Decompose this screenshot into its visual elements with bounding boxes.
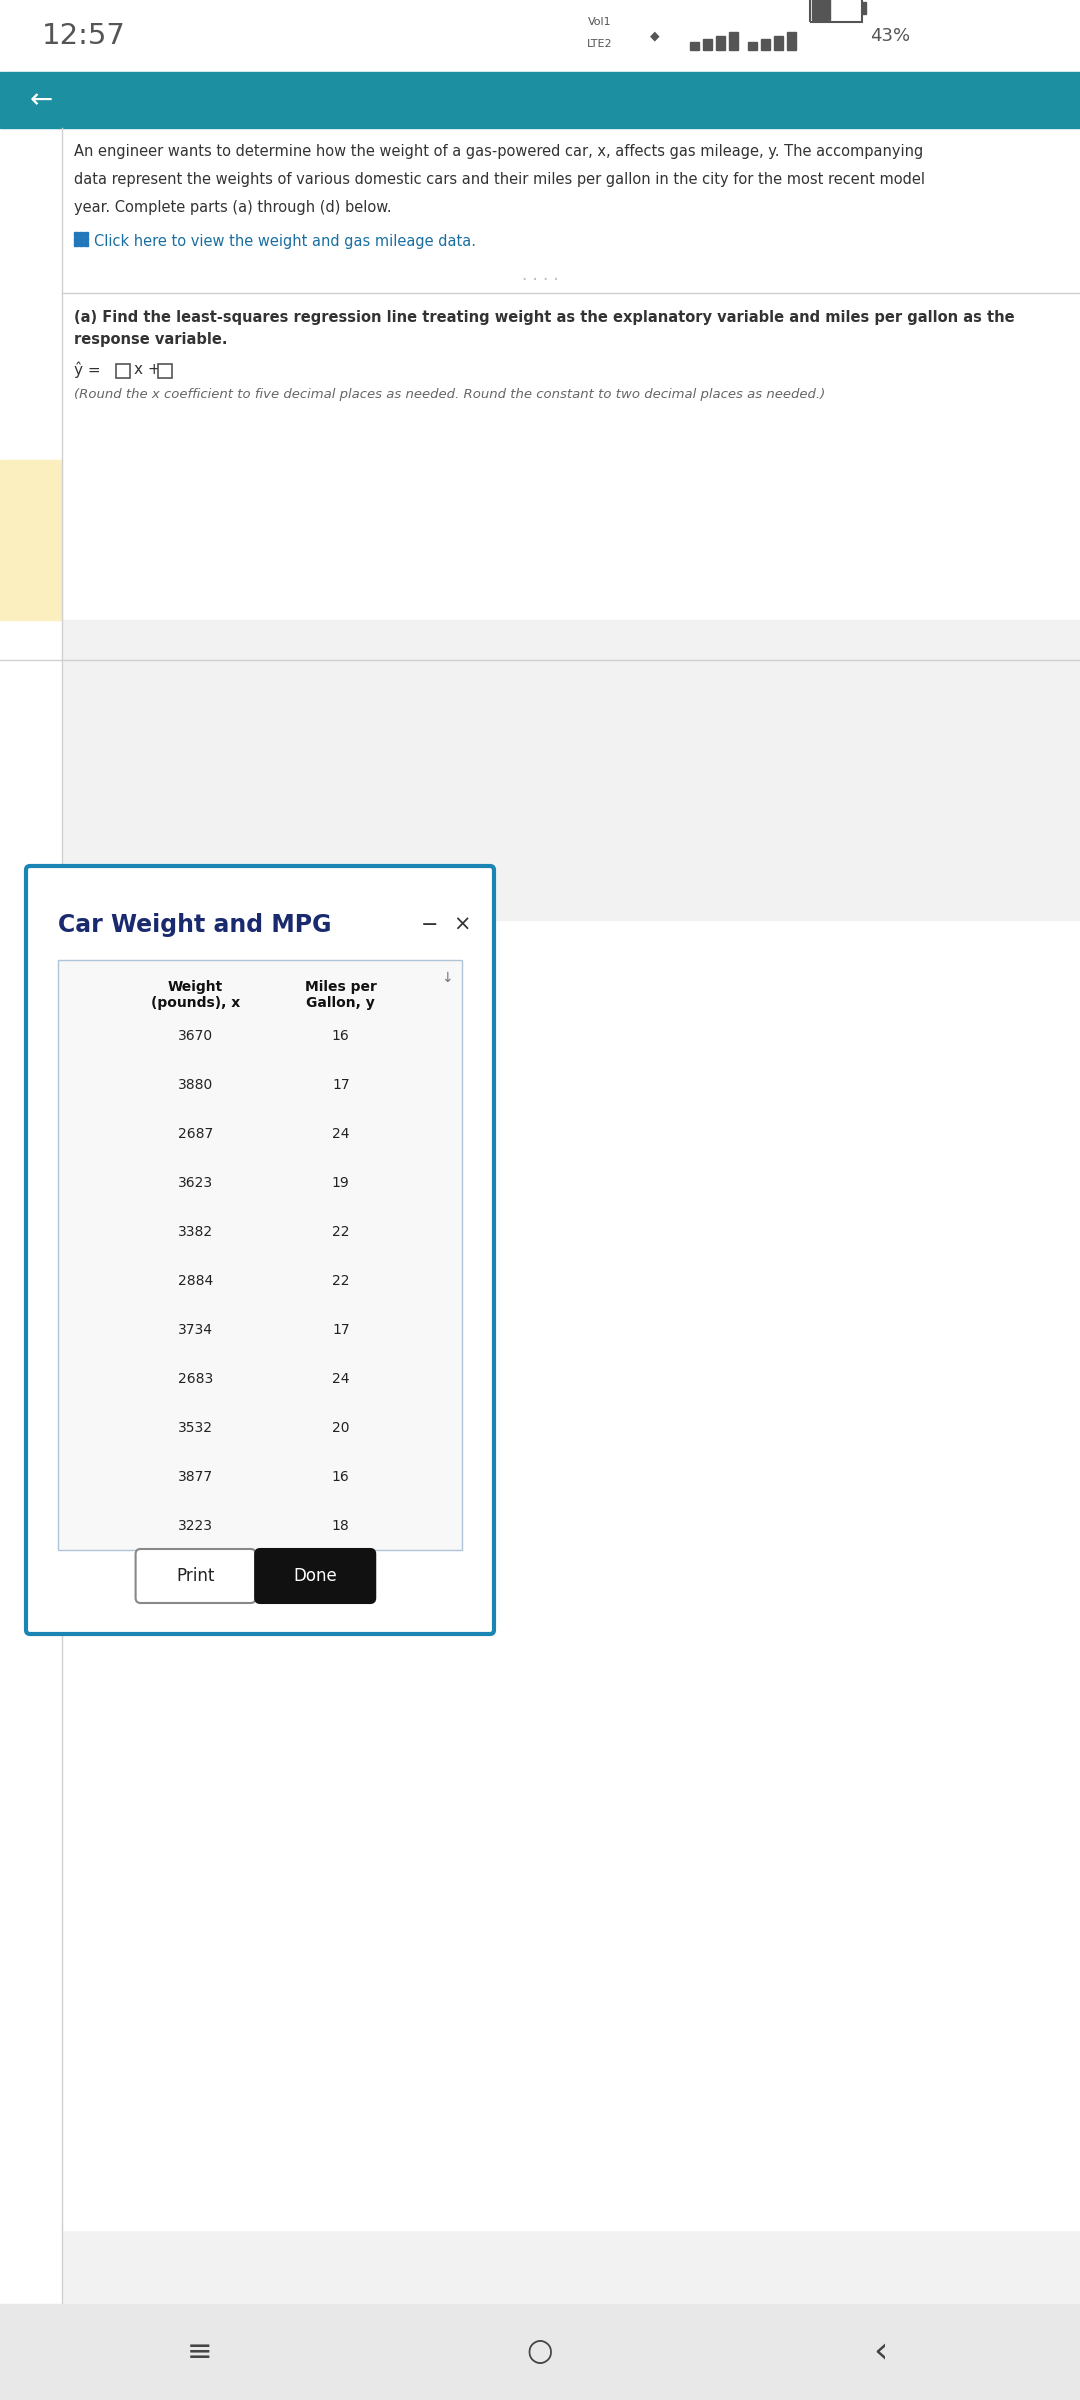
Bar xyxy=(75,233,78,235)
Bar xyxy=(748,41,757,50)
Text: Miles per: Miles per xyxy=(305,979,377,994)
Text: ×: × xyxy=(454,914,471,936)
Text: 3877: 3877 xyxy=(178,1469,213,1483)
Bar xyxy=(862,2,866,14)
Bar xyxy=(703,38,712,50)
Bar xyxy=(75,238,78,240)
Text: ŷ =: ŷ = xyxy=(75,362,100,379)
Bar xyxy=(0,2304,1080,2400)
Bar xyxy=(812,0,831,19)
Text: LTE2: LTE2 xyxy=(588,38,612,48)
Text: 12:57: 12:57 xyxy=(42,22,126,50)
Bar xyxy=(75,242,78,245)
Bar xyxy=(84,233,87,235)
Text: 3880: 3880 xyxy=(178,1078,213,1092)
Bar xyxy=(58,960,462,1550)
Text: 17: 17 xyxy=(332,1078,350,1092)
Text: Weight: Weight xyxy=(167,979,222,994)
Bar xyxy=(158,365,172,377)
Bar xyxy=(761,38,770,50)
Text: x +: x + xyxy=(134,362,161,377)
Text: ≡: ≡ xyxy=(187,2338,213,2366)
Text: Print: Print xyxy=(176,1567,215,1584)
Text: Gallon, y: Gallon, y xyxy=(307,996,375,1010)
Text: (a) Find the least-squares regression line treating weight as the explanatory va: (a) Find the least-squares regression li… xyxy=(75,310,1014,324)
Bar xyxy=(84,238,87,240)
Bar xyxy=(0,127,1080,2129)
Text: Vol1: Vol1 xyxy=(589,17,611,26)
Text: 22: 22 xyxy=(332,1274,350,1289)
FancyBboxPatch shape xyxy=(255,1548,375,1603)
Text: 18: 18 xyxy=(332,1519,350,1534)
Text: year. Complete parts (a) through (d) below.: year. Complete parts (a) through (d) bel… xyxy=(75,199,392,216)
Bar xyxy=(690,41,699,50)
Text: 2884: 2884 xyxy=(178,1274,213,1289)
Bar xyxy=(716,36,725,50)
Text: 19: 19 xyxy=(332,1176,350,1190)
Text: 22: 22 xyxy=(332,1224,350,1238)
Bar xyxy=(116,365,130,377)
Text: ○: ○ xyxy=(527,2338,553,2366)
Bar xyxy=(810,0,862,22)
Bar xyxy=(0,72,1080,127)
Text: response variable.: response variable. xyxy=(75,331,228,348)
Text: 2687: 2687 xyxy=(178,1128,213,1142)
Text: 3670: 3670 xyxy=(178,1030,213,1044)
Text: 24: 24 xyxy=(332,1373,350,1385)
Bar xyxy=(774,36,783,50)
Text: ↓: ↓ xyxy=(442,972,453,984)
Bar xyxy=(84,242,87,245)
Text: 24: 24 xyxy=(332,1128,350,1142)
FancyBboxPatch shape xyxy=(26,866,494,1634)
Text: 3223: 3223 xyxy=(178,1519,213,1534)
Text: Click here to view the weight and gas mileage data.: Click here to view the weight and gas mi… xyxy=(94,233,476,250)
Text: 43%: 43% xyxy=(870,26,910,46)
Bar xyxy=(79,238,83,240)
Text: Done: Done xyxy=(294,1567,337,1584)
Text: 16: 16 xyxy=(332,1030,350,1044)
Text: ‹: ‹ xyxy=(873,2335,887,2369)
Bar xyxy=(0,1630,1080,2230)
Text: ◆: ◆ xyxy=(650,29,660,43)
Bar xyxy=(0,0,1080,72)
Bar xyxy=(729,31,738,50)
Text: An engineer wants to determine how the weight of a gas-powered car, x, affects g: An engineer wants to determine how the w… xyxy=(75,144,923,158)
Text: ←: ← xyxy=(30,86,53,113)
Bar xyxy=(0,461,62,619)
Bar xyxy=(79,233,83,235)
Text: 3382: 3382 xyxy=(178,1224,213,1238)
Bar xyxy=(0,127,62,2400)
Text: 16: 16 xyxy=(332,1469,350,1483)
FancyBboxPatch shape xyxy=(136,1548,256,1603)
Text: . . . .: . . . . xyxy=(522,266,558,283)
Text: 3623: 3623 xyxy=(178,1176,213,1190)
Text: data represent the weights of various domestic cars and their miles per gallon i: data represent the weights of various do… xyxy=(75,173,924,187)
Text: (Round the x coefficient to five decimal places as needed. Round the constant to: (Round the x coefficient to five decimal… xyxy=(75,389,825,401)
Text: 3532: 3532 xyxy=(178,1421,213,1435)
Text: Car Weight and MPG: Car Weight and MPG xyxy=(58,912,332,936)
Text: 3734: 3734 xyxy=(178,1322,213,1337)
Bar xyxy=(0,619,1080,919)
Text: 20: 20 xyxy=(332,1421,350,1435)
Text: 2683: 2683 xyxy=(178,1373,213,1385)
Bar xyxy=(79,242,83,245)
Text: (pounds), x: (pounds), x xyxy=(151,996,240,1010)
Text: −: − xyxy=(421,914,438,936)
Bar xyxy=(787,31,796,50)
Text: 17: 17 xyxy=(332,1322,350,1337)
